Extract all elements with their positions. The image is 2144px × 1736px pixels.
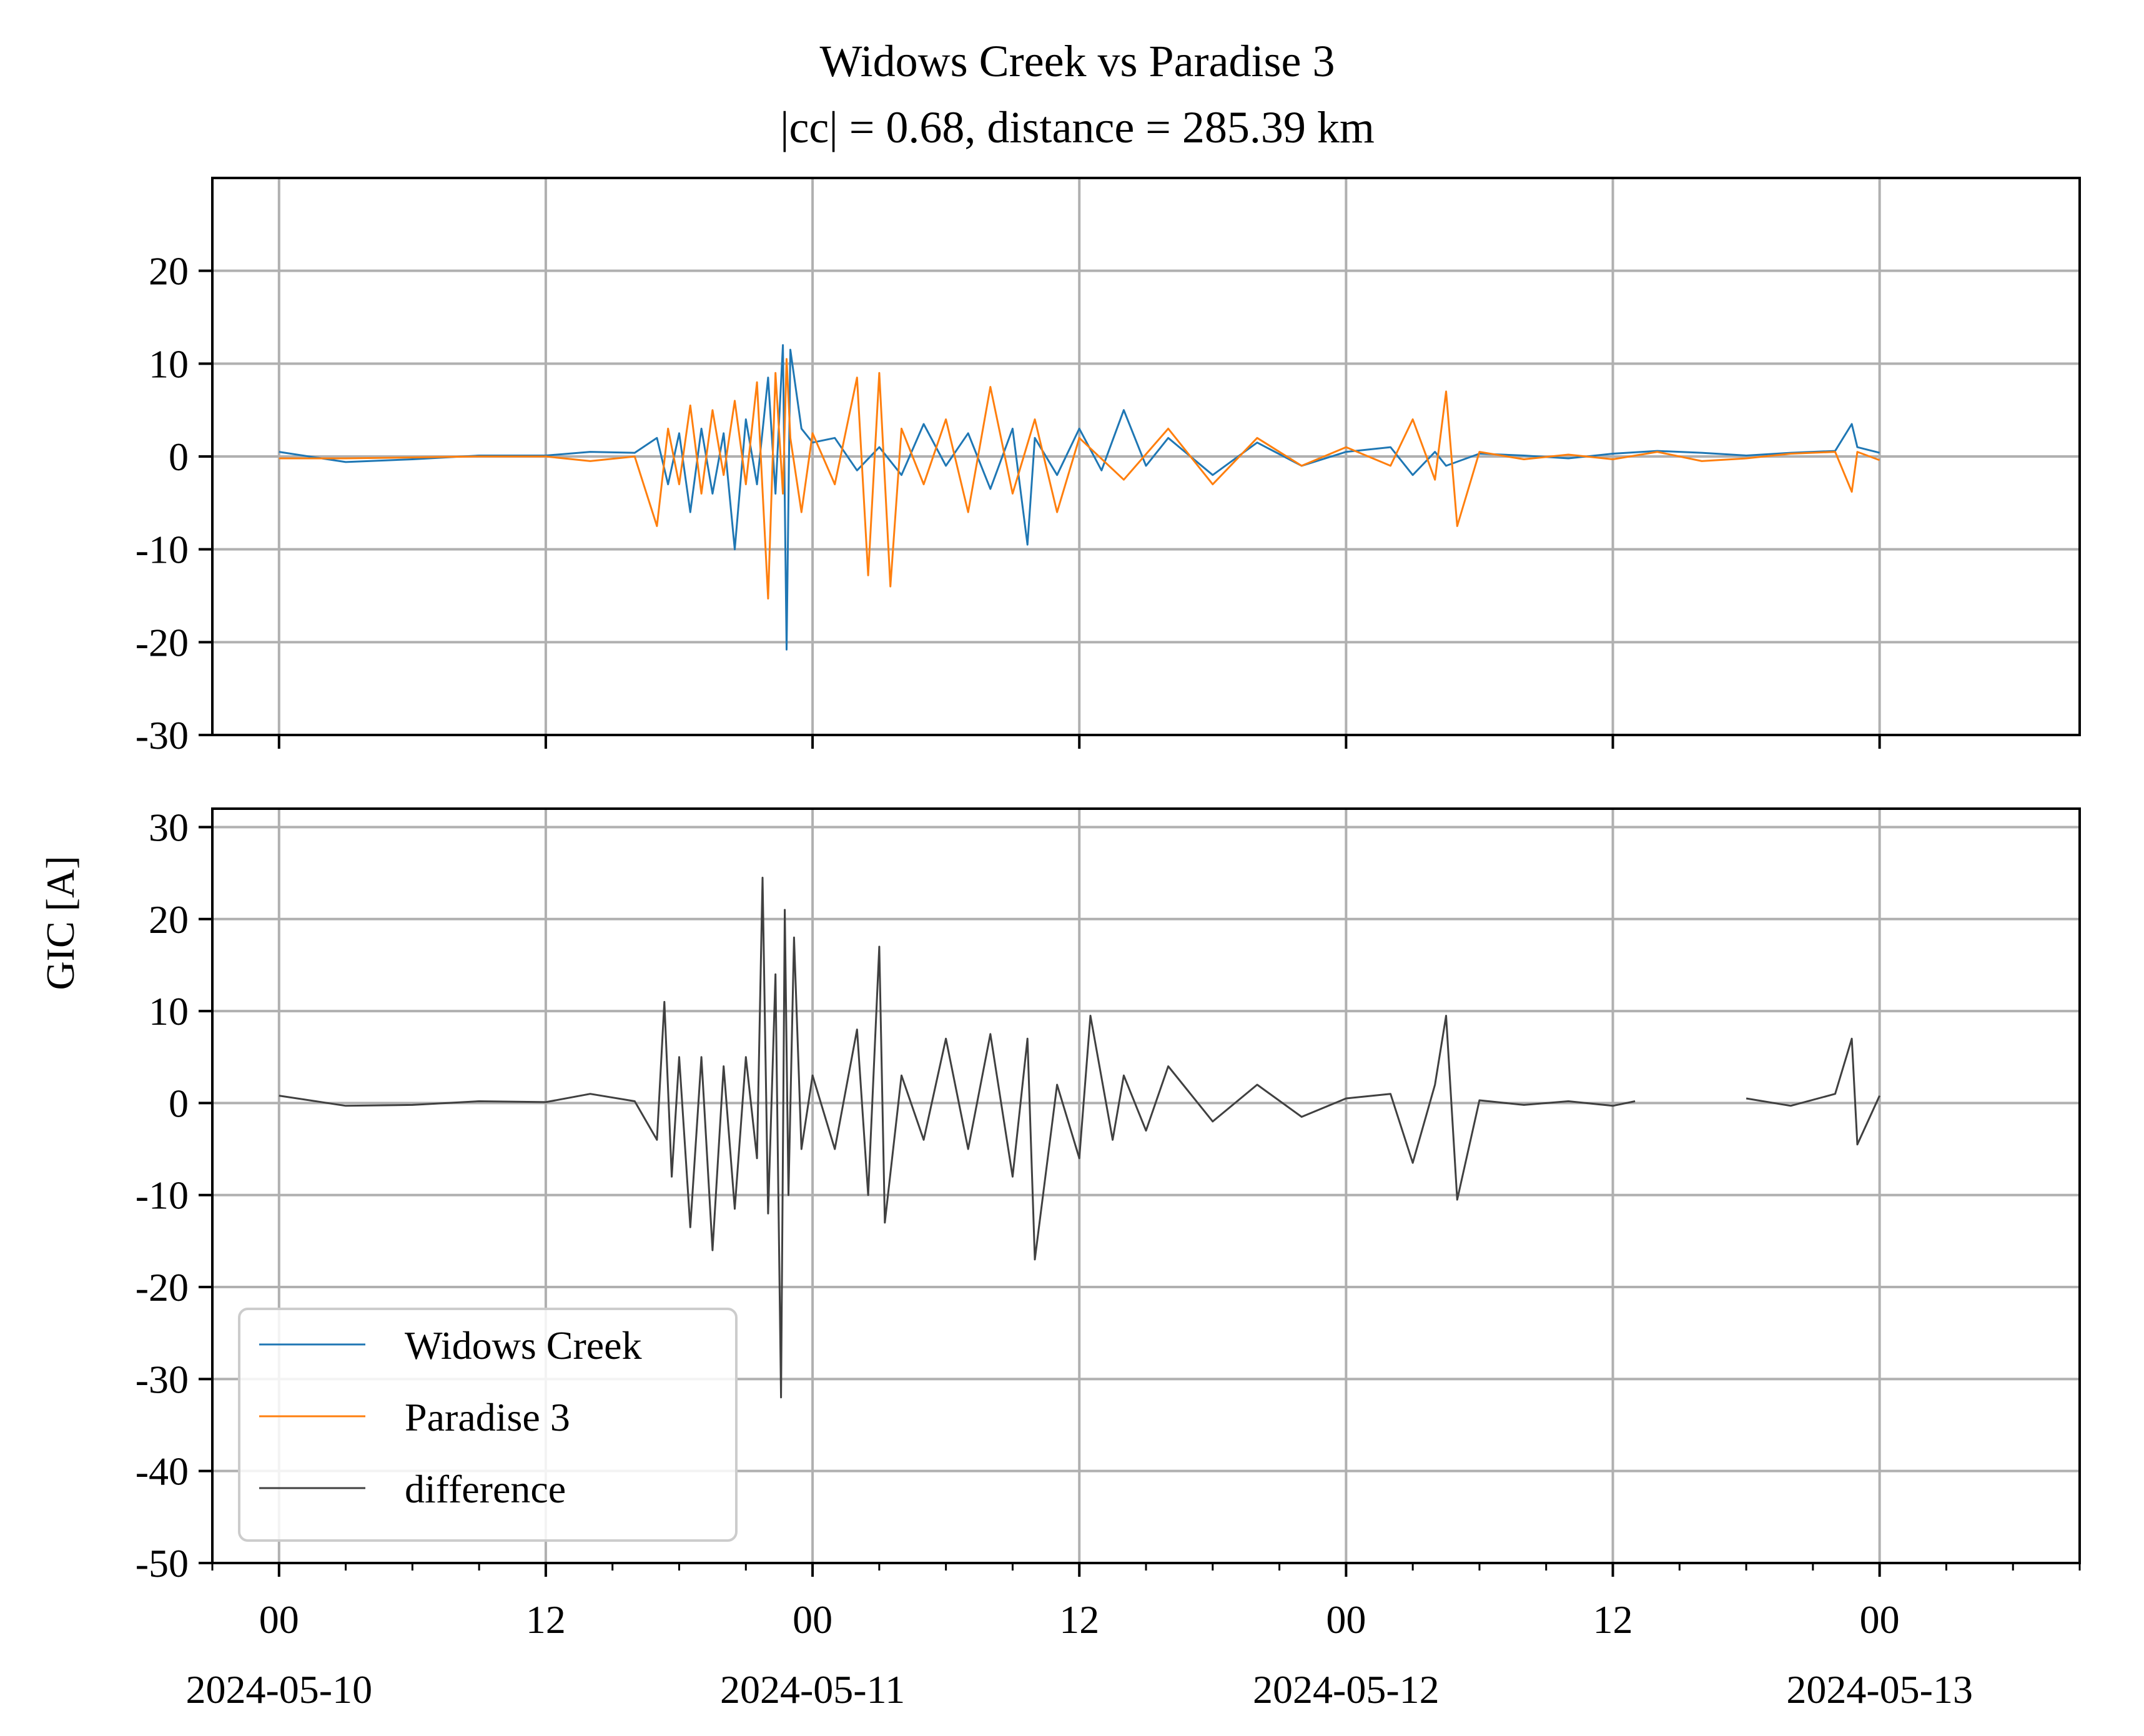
bottom-ytick-label-7: -40 (136, 1449, 189, 1494)
x-axis: 00 2024-05-10 12 00 2024-05-11 12 00 2024-05-12… (185, 1597, 1972, 1712)
legend-label-difference: difference (405, 1467, 566, 1511)
xtick-label-hour-5: 12 (1593, 1597, 1633, 1642)
top-ytick-label-0: 20 (149, 249, 189, 293)
top-series-paradise-3 (279, 358, 1880, 599)
chart-title-line1: Widows Creek vs Paradise 3 (820, 36, 1335, 86)
bottom-ytick-label-5: -20 (136, 1265, 189, 1309)
xtick-label-date-0: 2024-05-10 (185, 1667, 372, 1712)
bottom-ytick-label-0: 30 (149, 805, 189, 849)
top-ytick-label-5: -30 (136, 713, 189, 757)
xtick-label-hour-1: 12 (526, 1597, 566, 1642)
bottom-ytick-label-8: -50 (136, 1541, 189, 1586)
top-ytick-label-3: -10 (136, 528, 189, 572)
top-ytick-label-4: -20 (136, 620, 189, 664)
bottom-ytick-label-4: -10 (136, 1173, 189, 1218)
legend-label-paradise-3: Paradise 3 (405, 1395, 570, 1439)
bottom-ytick-label-1: 20 (149, 897, 189, 942)
bottom-panel: 30 20 10 0 -10 -20 -30 -40 -50 (136, 805, 2081, 1586)
bottom-ytick-label-2: 10 (149, 989, 189, 1033)
xtick-label-date-4: 2024-05-12 (1253, 1667, 1440, 1712)
xtick-label-date-6: 2024-05-13 (1786, 1667, 1973, 1712)
top-panel: 20 10 0 -10 -20 -30 (136, 177, 2081, 757)
xtick-label-hour-4: 00 (1326, 1597, 1366, 1642)
legend-label-widows-creek: Widows Creek (405, 1323, 642, 1368)
top-series-widows-creek (279, 344, 1880, 651)
bottom-ytick-label-6: -30 (136, 1357, 189, 1401)
xtick-label-hour-2: 00 (793, 1597, 832, 1642)
bottom-ytick-label-3: 0 (169, 1081, 189, 1125)
xtick-label-hour-6: 00 (1860, 1597, 1900, 1642)
y-axis-label: GIC [A] (38, 856, 82, 990)
xtick-label-hour-3: 12 (1059, 1597, 1099, 1642)
chart-title-line2: |cc| = 0.68, distance = 285.39 km (780, 102, 1375, 152)
top-ytick-label-1: 10 (149, 342, 189, 386)
xtick-label-hour-0: 00 (259, 1597, 299, 1642)
xtick-label-date-2: 2024-05-11 (720, 1667, 905, 1712)
bottom-series-difference (279, 877, 1880, 1399)
legend: Widows Creek Paradise 3 difference (238, 1308, 738, 1542)
legend-frame (238, 1308, 738, 1542)
top-ytick-label-2: 0 (169, 435, 189, 479)
